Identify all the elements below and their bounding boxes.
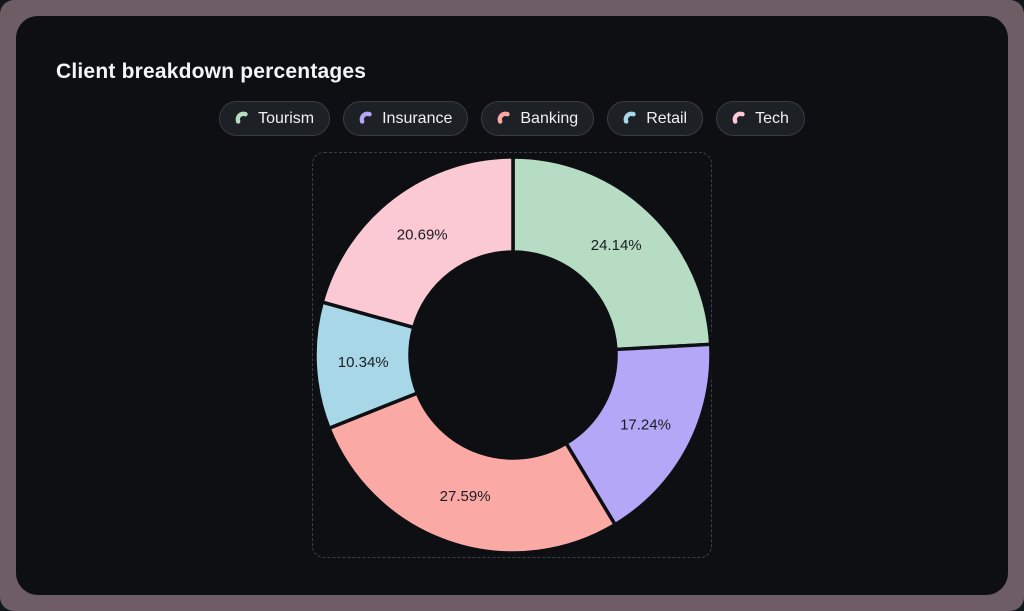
donut-slice-banking[interactable] bbox=[326, 390, 617, 555]
donut-slice-tech[interactable] bbox=[319, 154, 515, 329]
chart-plot-area: 24.14% 17.24% 27.59% 10.34% 20.69% bbox=[312, 152, 712, 558]
slice-label-insurance: 17.24% bbox=[620, 416, 671, 433]
slice-label-banking: 27.59% bbox=[439, 488, 490, 505]
donut-chart: 24.14% 17.24% 27.59% 10.34% 20.69% bbox=[312, 154, 712, 555]
chart-title: Client breakdown percentages bbox=[56, 60, 367, 83]
legend-label: Insurance bbox=[382, 109, 453, 127]
slice-label-retail: 10.34% bbox=[337, 354, 388, 371]
chart-card: Client breakdown percentages Tourism Insu… bbox=[16, 16, 1008, 595]
slice-label-tourism: 24.14% bbox=[590, 237, 641, 254]
arc-icon bbox=[235, 111, 248, 124]
legend-item-retail[interactable]: Retail bbox=[607, 101, 704, 136]
chart-legend: Tourism Insurance Banking Retail Tech bbox=[16, 101, 1008, 136]
donut-slice-insurance[interactable] bbox=[563, 342, 712, 526]
arc-icon bbox=[497, 111, 511, 124]
donut-slice-tourism[interactable] bbox=[510, 154, 712, 351]
legend-item-banking[interactable]: Banking bbox=[481, 101, 595, 136]
legend-label: Tech bbox=[755, 109, 789, 127]
legend-item-tourism[interactable]: Tourism bbox=[219, 101, 331, 136]
legend-item-insurance[interactable]: Insurance bbox=[343, 101, 469, 136]
arc-icon bbox=[732, 111, 745, 124]
arc-icon bbox=[359, 111, 372, 124]
slice-label-tech: 20.69% bbox=[396, 226, 447, 243]
arc-icon bbox=[623, 111, 636, 124]
legend-item-tech[interactable]: Tech bbox=[716, 101, 805, 136]
legend-label: Tourism bbox=[258, 109, 315, 127]
legend-label: Banking bbox=[520, 109, 579, 127]
legend-label: Retail bbox=[646, 109, 688, 127]
